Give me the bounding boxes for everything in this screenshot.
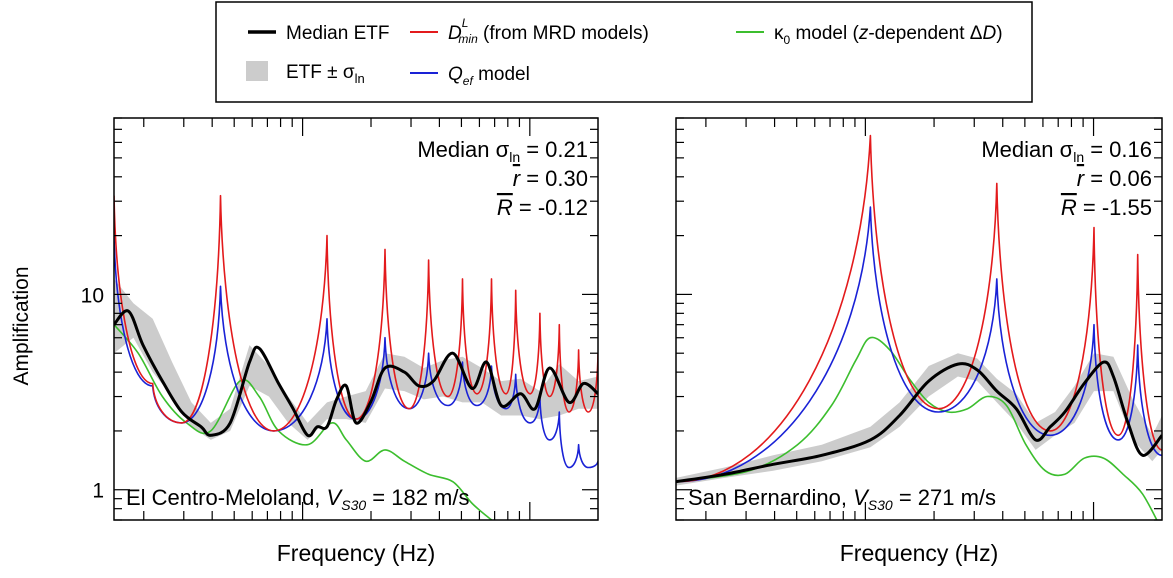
legend-label-kappa: κ0 model (z-dependent ΔD) bbox=[774, 23, 1003, 47]
series-kappa0 bbox=[676, 336, 1158, 520]
panel-left: 1 10 Frequency (Hz) Median σln = 0.21r = 0.… bbox=[81, 117, 599, 566]
panel-frame bbox=[675, 117, 1163, 521]
plot-area bbox=[676, 134, 1162, 520]
plot-area bbox=[114, 194, 598, 520]
series-median-etf bbox=[114, 309, 598, 438]
stat-median-sigma: Median σln = 0.16 bbox=[981, 137, 1152, 165]
y-ticks bbox=[676, 117, 1162, 521]
series-d-min bbox=[114, 194, 598, 432]
stat-R-bar: R = -1.55 bbox=[1061, 195, 1152, 220]
legend: Median ETF ETF ± σln DL min (from MRD mod… bbox=[215, 1, 1033, 103]
legend-label-band: ETF ± σln bbox=[286, 62, 365, 86]
y-ticks bbox=[114, 117, 598, 521]
x-axis-label: Frequency (Hz) bbox=[277, 540, 435, 566]
series-qef bbox=[676, 206, 1162, 483]
site-label: El Centro-Meloland, VS30 = 182 m/s bbox=[126, 485, 470, 513]
y-tick-label: 10 bbox=[81, 284, 104, 307]
legend-label-dmin: DL min (from MRD models) bbox=[448, 16, 649, 46]
x-ticks bbox=[705, 118, 1095, 520]
site-label: San Bernardino, VS30 = 271 m/s bbox=[688, 485, 996, 513]
stat-r-bar: r = 0.06 bbox=[1077, 166, 1152, 191]
legend-swatch-band bbox=[246, 61, 268, 81]
stat-r-bar: r = 0.30 bbox=[513, 166, 588, 191]
y-axis-label: Amplification bbox=[10, 266, 33, 385]
panel-frame bbox=[113, 117, 599, 521]
stat-median-sigma: Median σln = 0.21 bbox=[417, 137, 588, 165]
series-qef bbox=[114, 235, 598, 469]
x-axis-label: Frequency (Hz) bbox=[840, 540, 998, 566]
x-ticks bbox=[143, 118, 531, 520]
etf-sigma-band bbox=[676, 353, 1162, 486]
panel-right: Frequency (Hz) Median σln = 0.16r = 0.06 R… bbox=[675, 117, 1163, 566]
legend-label-qef: Qef model bbox=[448, 64, 530, 88]
etf-sigma-band bbox=[114, 278, 598, 440]
series-median-etf bbox=[676, 360, 1162, 484]
y-tick-label: 1 bbox=[92, 480, 104, 503]
series-d-min bbox=[676, 134, 1162, 483]
legend-label-median: Median ETF bbox=[286, 23, 389, 44]
legend-frame bbox=[215, 1, 1033, 103]
stat-R-bar: R = -0.12 bbox=[497, 195, 588, 220]
series-kappa0 bbox=[114, 324, 493, 520]
